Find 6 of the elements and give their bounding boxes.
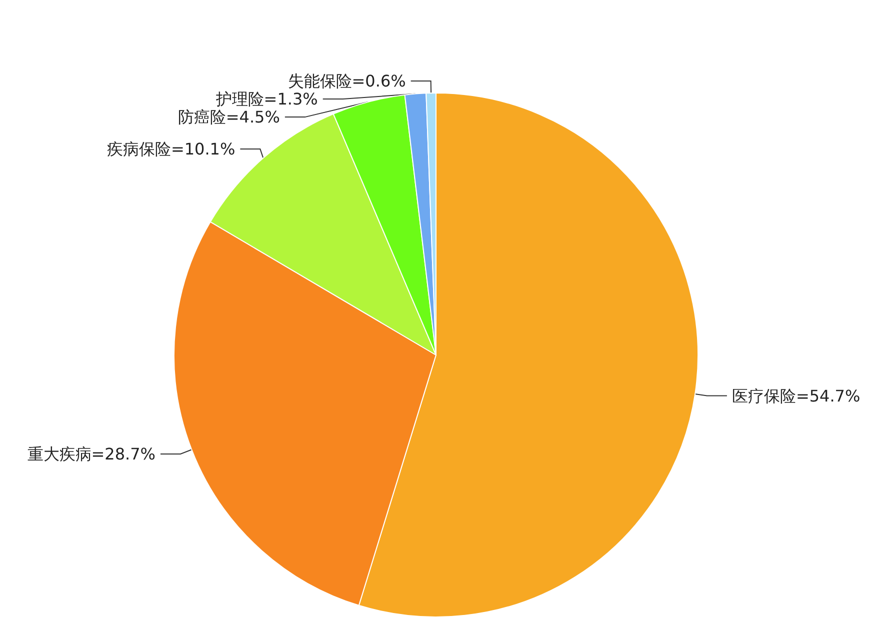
- slice-label: 失能保险=0.6%: [288, 72, 406, 91]
- slice-label: 重大疾病=28.7%: [27, 444, 156, 464]
- slice-label: 疾病保险=10.1%: [106, 140, 236, 159]
- slice-label: 医疗保险=54.7%: [732, 386, 860, 406]
- slice-label: 护理险=1.3%: [214, 90, 318, 109]
- slice-label: 防癌险=4.5%: [178, 108, 280, 127]
